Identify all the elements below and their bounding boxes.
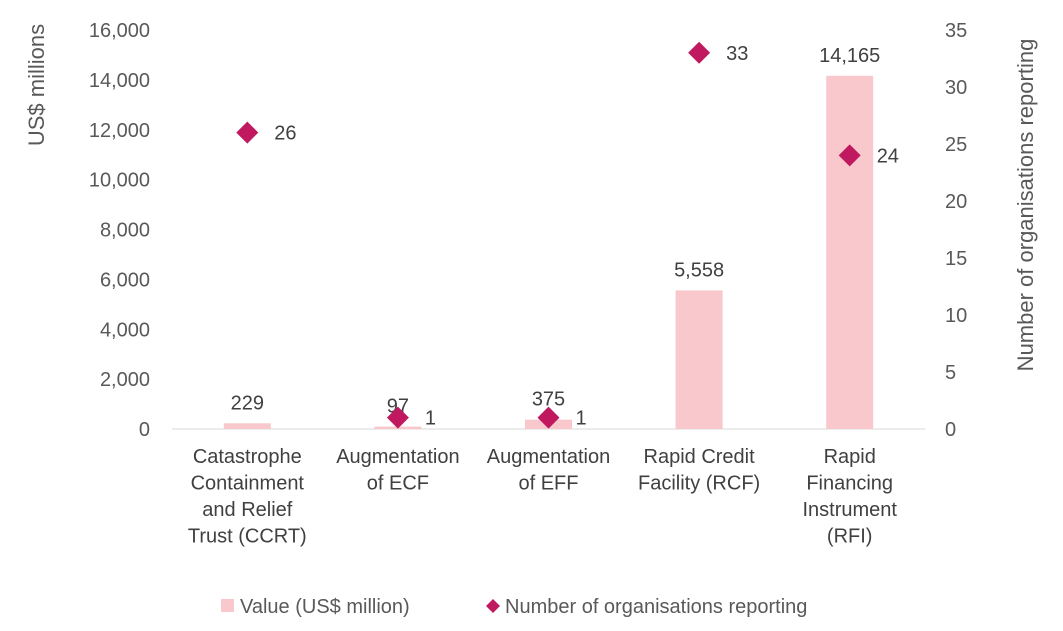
y-tick-label: 12,000 — [89, 120, 150, 142]
organisations-marker — [236, 121, 259, 144]
y2-tick-label: 10 — [945, 305, 967, 327]
legend-swatch-value — [221, 599, 234, 612]
category-labels: Catastrophe Containment and Relief Trust (C… — [188, 446, 898, 548]
y2-tick-label: 0 — [945, 419, 956, 441]
category-label: Rapid Financing Instrument (RFI) — [802, 446, 897, 548]
bar-value-label: 14,165 — [819, 45, 880, 67]
y-tick-label: 2,000 — [100, 369, 150, 391]
organisations-marker — [537, 406, 560, 429]
y-tick-label: 16,000 — [89, 20, 150, 42]
marker-value-label: 1 — [425, 408, 436, 430]
y-tick-label: 14,000 — [89, 70, 150, 92]
category-label: Augmentation of EFF — [487, 446, 610, 495]
y2-tick-label: 30 — [945, 77, 967, 99]
marker-series — [236, 41, 861, 429]
bar — [675, 290, 723, 429]
y-tick-label: 10,000 — [89, 170, 150, 192]
y-tick-label: 4,000 — [100, 319, 150, 341]
bar-data-labels: 229 97 375 5,558 14,165 — [231, 45, 881, 418]
category-label: Augmentation of ECF — [336, 446, 459, 495]
bar-value-label: 97 — [387, 396, 409, 418]
bar — [223, 423, 271, 429]
marker-value-label: 1 — [576, 408, 587, 430]
organisations-marker — [838, 144, 861, 167]
legend-label-value: Value (US$ million) — [240, 596, 410, 618]
y2-tick-label: 25 — [945, 134, 967, 156]
marker-value-label: 24 — [877, 145, 899, 167]
y-axis-title: US$ millions — [24, 24, 49, 146]
y-tick-label: 6,000 — [100, 269, 150, 291]
y-tick-label: 8,000 — [100, 220, 150, 242]
y-tick-label: 0 — [139, 419, 150, 441]
category-label: Rapid Credit Facility (RCF) — [638, 446, 760, 495]
right-axis-ticks: 0 5 10 15 20 25 30 35 — [945, 20, 967, 441]
marker-data-labels: 26 1 1 33 24 — [274, 43, 899, 430]
organisations-marker — [386, 406, 409, 429]
organisations-marker — [688, 41, 711, 64]
legend-swatch-organisations — [486, 599, 500, 613]
category-label: Catastrophe Containment and Relief Trust (C… — [188, 446, 307, 548]
y2-tick-label: 5 — [945, 362, 956, 384]
bar — [826, 75, 874, 429]
y2-tick-label: 35 — [945, 20, 967, 42]
legend-label-organisations: Number of organisations reporting — [505, 596, 807, 618]
bar-value-label: 5,558 — [674, 259, 724, 281]
bar-series — [223, 75, 874, 429]
marker-value-label: 26 — [274, 123, 296, 145]
y2-tick-label: 20 — [945, 191, 967, 213]
left-axis-ticks: 0 2,000 4,000 6,000 8,000 10,000 12,000 14,000 1… — [89, 20, 150, 441]
bar-value-label: 229 — [231, 392, 264, 414]
marker-value-label: 33 — [726, 43, 748, 65]
y2-tick-label: 15 — [945, 248, 967, 270]
legend: Value (US$ million) Number of organisati… — [221, 596, 807, 618]
y2-axis-title: Number of organisations reporting — [1013, 39, 1038, 372]
bar-value-label: 375 — [532, 389, 565, 411]
